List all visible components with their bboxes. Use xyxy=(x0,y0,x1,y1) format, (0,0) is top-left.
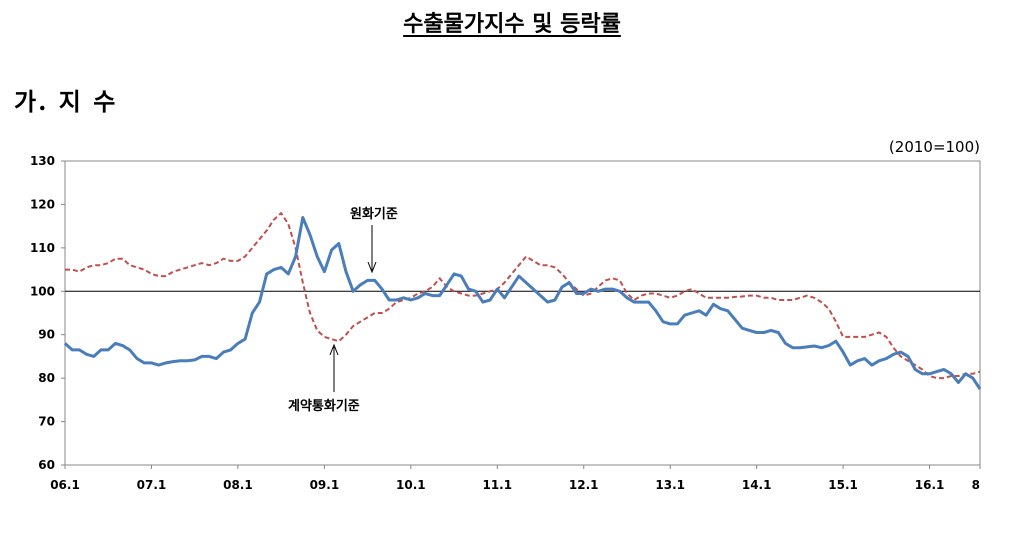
x-tick-label: 11.1 xyxy=(482,478,512,492)
x-tick-label: 13.1 xyxy=(655,478,685,492)
x-tick-label: 06.1 xyxy=(50,478,80,492)
section-heading: 가. 지 수 xyxy=(14,87,118,116)
y-tick-label: 80 xyxy=(38,371,55,385)
x-tick-label: 10.1 xyxy=(396,478,426,492)
y-tick-label: 60 xyxy=(38,458,55,472)
annotation-label-krw: 원화기준 xyxy=(350,206,398,222)
series-line-contract-currency xyxy=(65,212,981,380)
y-tick-label: 70 xyxy=(38,415,55,429)
x-tick-label: 08.1 xyxy=(223,478,253,492)
plot-frame xyxy=(64,160,981,466)
annotation-arrowhead-krw xyxy=(367,261,377,274)
x-tick-label: 15.1 xyxy=(828,478,858,492)
page-title: 수출물가지수 및 등락률 xyxy=(403,11,621,37)
x-tick-label: 07.1 xyxy=(137,478,167,492)
y-tick-label: 100 xyxy=(30,284,55,298)
x-tick-label: 09.1 xyxy=(310,478,340,492)
x-tick-label: 12.1 xyxy=(569,478,599,492)
y-tick-label: 90 xyxy=(38,328,55,342)
series-line-krw xyxy=(63,216,982,390)
annotation-arrowhead-contract xyxy=(329,343,339,356)
unit-note: (2010=100) xyxy=(888,138,980,156)
x-tick-label: 14.1 xyxy=(742,478,772,492)
y-tick-label: 120 xyxy=(30,197,55,211)
y-tick-label: 110 xyxy=(30,241,55,255)
x-tick-label: 16.1 xyxy=(915,478,945,492)
x-tick-label: 8 xyxy=(972,478,980,492)
annotation-label-contract: 계약통화기준 xyxy=(288,398,360,414)
y-tick-label: 130 xyxy=(30,154,55,168)
